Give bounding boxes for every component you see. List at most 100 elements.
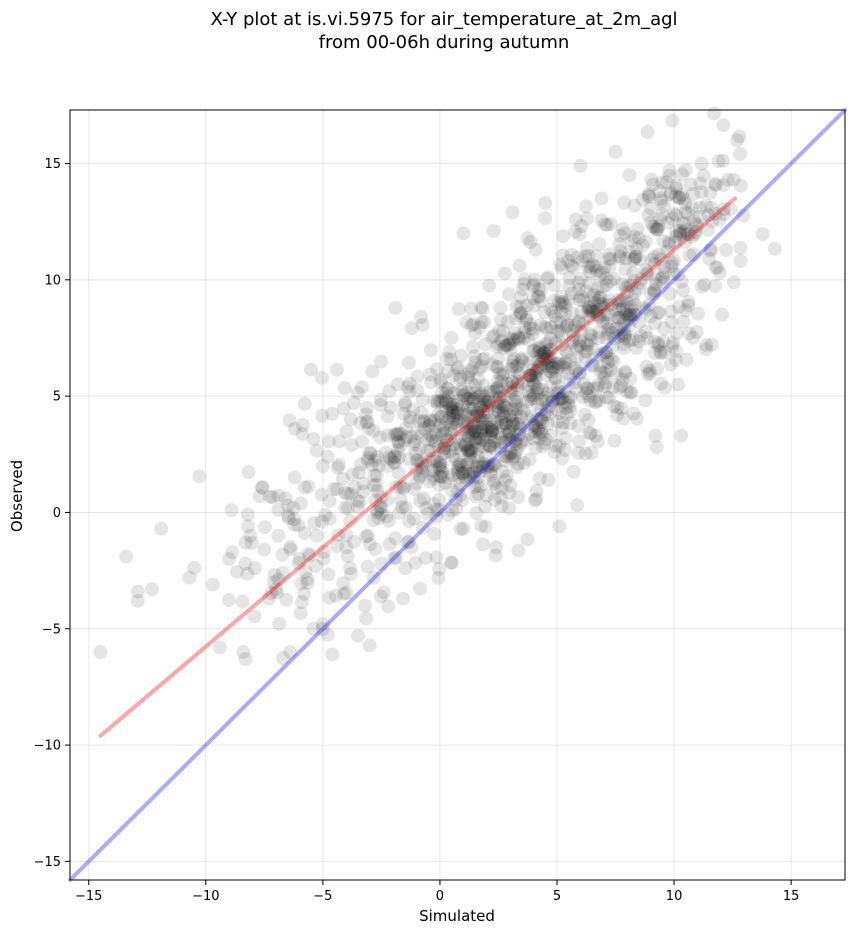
data-point-908: [614, 310, 629, 325]
data-point-421: [473, 385, 488, 400]
data-point-1256: [318, 507, 333, 522]
data-point-1325: [647, 249, 662, 264]
data-point-214: [483, 459, 498, 474]
data-point-986: [600, 298, 615, 313]
data-point-1367: [594, 213, 609, 228]
data-point-1120: [372, 458, 387, 473]
data-point-515: [583, 309, 598, 324]
data-point-1213: [373, 354, 388, 369]
data-point-1225: [453, 488, 468, 503]
data-point-961: [591, 310, 606, 325]
data-point-70: [648, 428, 663, 443]
data-point-510: [529, 382, 544, 397]
data-point-824: [626, 253, 641, 268]
data-point-88: [483, 413, 498, 428]
data-point-903: [689, 324, 704, 339]
data-point-343: [435, 423, 450, 438]
data-point-1201: [350, 493, 365, 508]
data-point-626: [598, 345, 613, 360]
data-point-1212: [389, 479, 404, 494]
data-point-754: [519, 312, 534, 327]
data-point-980: [572, 282, 587, 297]
data-point-690: [528, 368, 543, 383]
data-point-832: [657, 321, 672, 336]
data-point-857: [572, 292, 587, 307]
data-point-1053: [672, 223, 687, 238]
data-point-1307: [716, 118, 731, 133]
data-point-64: [603, 216, 618, 231]
data-point-1046: [585, 258, 600, 273]
data-point-1013: [576, 293, 591, 308]
data-point-709: [490, 360, 505, 375]
data-point-476: [578, 352, 593, 367]
data-point-1082: [600, 316, 615, 331]
data-point-1209: [340, 486, 355, 501]
data-point-407: [492, 391, 507, 406]
data-point-545: [487, 441, 502, 456]
data-point-921: [652, 305, 667, 320]
data-point-465: [531, 359, 546, 374]
data-point-742: [514, 401, 529, 416]
data-point-130: [409, 453, 424, 468]
data-point-338: [451, 359, 466, 374]
data-point-1442: [235, 594, 250, 609]
data-point-213: [483, 430, 498, 445]
data-point-358: [431, 407, 446, 422]
data-point-528: [432, 478, 447, 493]
data-point-1116: [415, 464, 430, 479]
data-point-440: [464, 465, 479, 480]
data-point-449: [435, 385, 450, 400]
data-points: [93, 106, 782, 667]
data-point-801: [485, 330, 500, 345]
data-point-405: [490, 395, 505, 410]
data-point-1272: [366, 513, 381, 528]
data-point-737: [496, 324, 511, 339]
data-point-814: [512, 308, 527, 323]
data-point-40: [374, 556, 389, 571]
data-point-212: [483, 467, 498, 482]
data-point-1234: [364, 458, 379, 473]
data-point-750: [558, 401, 573, 416]
data-point-254: [470, 459, 485, 474]
data-point-1230: [418, 551, 433, 566]
data-point-471: [493, 300, 508, 315]
data-point-1156: [380, 493, 395, 508]
data-point-590: [471, 424, 486, 439]
data-point-1122: [418, 501, 433, 516]
data-point-1410: [238, 556, 253, 571]
data-point-363: [402, 376, 417, 391]
data-point-427: [493, 440, 508, 455]
data-point-46: [430, 396, 445, 411]
data-point-1032: [581, 389, 596, 404]
data-point-1166: [387, 450, 402, 465]
data-point-592: [503, 336, 518, 351]
chart-title-line2: from 00-06h during autumn: [319, 32, 570, 53]
data-point-395: [472, 420, 487, 435]
data-point-1389: [690, 219, 705, 234]
data-point-944: [598, 330, 613, 345]
data-point-644: [600, 350, 615, 365]
data-point-34: [329, 482, 344, 497]
data-point-23: [280, 498, 295, 513]
data-point-855: [589, 249, 604, 264]
data-point-533: [529, 364, 544, 379]
data-point-1438: [240, 519, 255, 534]
data-point-576: [526, 388, 541, 403]
data-point-1011: [639, 263, 654, 278]
data-point-22: [271, 528, 286, 543]
data-point-878: [595, 314, 610, 329]
data-point-1037: [586, 288, 601, 303]
data-point-864: [593, 290, 608, 305]
data-point-84: [456, 388, 471, 403]
data-point-414: [455, 398, 470, 413]
data-point-191: [443, 402, 458, 417]
data-point-1005: [619, 308, 634, 323]
data-point-1048: [626, 332, 641, 347]
data-point-1096: [350, 500, 365, 515]
data-point-1430: [286, 500, 301, 515]
data-point-383: [503, 478, 518, 493]
data-point-670: [562, 292, 577, 307]
data-point-32: [320, 449, 335, 464]
data-point-1305: [644, 172, 659, 187]
data-point-753: [481, 438, 496, 453]
